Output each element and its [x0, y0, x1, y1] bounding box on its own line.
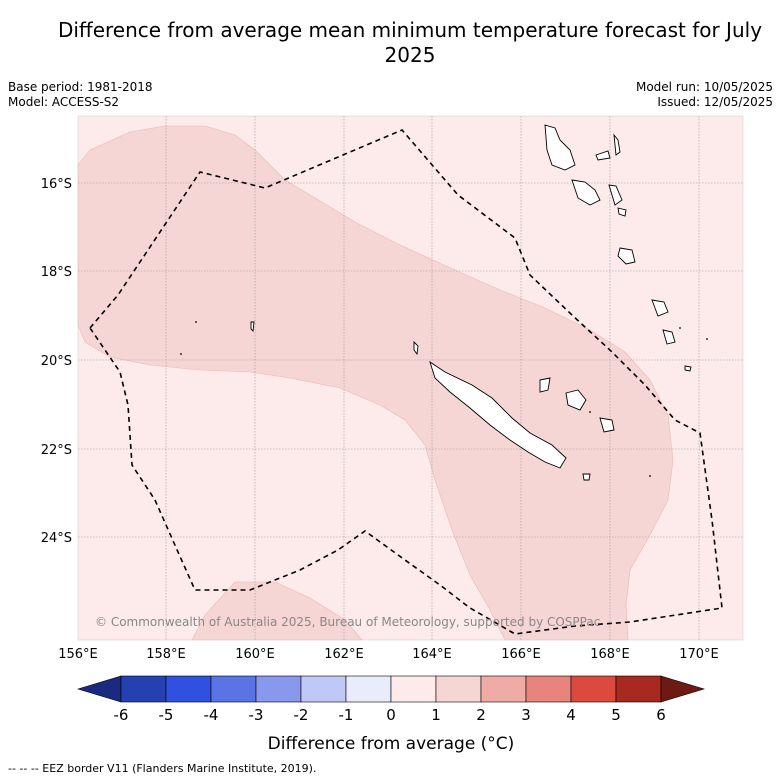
colorbar-swatch: [480, 675, 527, 703]
lon-label: 168°E: [590, 647, 630, 662]
erromango-island: [651, 299, 669, 317]
map-frame: [77, 115, 744, 641]
colorbar-tick: -1: [339, 706, 354, 724]
islet-dot: [679, 327, 681, 329]
colorbar-swatch: [300, 675, 347, 703]
efate-island: [617, 247, 636, 265]
islet-dot: [589, 411, 591, 413]
colorbar-tick: -6: [114, 706, 129, 724]
colorbar-label: Difference from average (°C): [268, 734, 515, 754]
colorbar-tick: 3: [521, 706, 531, 724]
lat-label: 20°S: [41, 354, 72, 369]
eez-legend-note: -- -- -- EEZ border V11 (Flanders Marine…: [8, 762, 317, 775]
eez-border: [88, 129, 723, 635]
aneityum-island: [684, 365, 692, 372]
colorbar-swatch: [390, 675, 437, 703]
anomaly-band-1-2: [77, 125, 674, 641]
ambae-island: [595, 150, 611, 161]
colorbar-tick: -5: [159, 706, 174, 724]
colorbar-swatch: [345, 675, 392, 703]
islet-dot: [195, 321, 197, 323]
colorbar-swatch: [120, 675, 167, 703]
metadata-right: Model run: 10/05/2025 Issued: 12/05/2025: [636, 80, 773, 110]
colorbar-tick: 0: [386, 706, 396, 724]
espiritu-santo-island: [544, 124, 576, 171]
base-period: Base period: 1981-2018: [8, 80, 153, 94]
new-caledonia-island: [429, 360, 567, 469]
colorbar-tick: 5: [611, 706, 621, 724]
islet-dot: [180, 353, 182, 355]
islet-dots: [180, 321, 708, 477]
colorbar-swatch: [615, 675, 662, 703]
colorbar-swatch: [255, 675, 302, 703]
lifou-island: [565, 389, 587, 411]
epi-island: [617, 207, 627, 217]
malekula-island: [571, 179, 601, 206]
model-run: Model run: 10/05/2025: [635, 80, 773, 94]
colorbar-extend-low: [76, 675, 122, 703]
colorbar-swatch: [165, 675, 212, 703]
lat-label: 22°S: [41, 443, 72, 458]
colorbar-tick: 2: [476, 706, 486, 724]
colorbar-tick: 1: [431, 706, 441, 724]
pentecost-island: [608, 184, 623, 206]
lon-label: 166°E: [501, 647, 541, 662]
lat-label: 16°S: [41, 177, 72, 192]
colorbar-swatch: [435, 675, 482, 703]
islet-dot: [706, 338, 708, 340]
mare-island: [599, 417, 615, 433]
graticule: [78, 116, 743, 640]
lon-label: 160°E: [235, 647, 275, 662]
chart-title: Difference from average mean minimum tem…: [57, 18, 763, 67]
chesterfield-islet: [250, 321, 255, 332]
model-name: Model: ACCESS-S2: [8, 95, 120, 109]
tanna-island: [662, 329, 676, 345]
lon-label: 158°E: [146, 647, 186, 662]
metadata-left: Base period: 1981-2018 Model: ACCESS-S2: [8, 80, 153, 110]
lon-label: 156°E: [58, 647, 98, 662]
colorbar-swatch: [210, 675, 257, 703]
colorbar-tick: 4: [566, 706, 576, 724]
maewo-island: [613, 133, 621, 156]
colorbar-tick: -3: [249, 706, 264, 724]
lon-label: 162°E: [324, 647, 364, 662]
colorbar: [76, 675, 706, 703]
issued-date: Issued: 12/05/2025: [657, 95, 773, 109]
colorbar-tick: -2: [294, 706, 309, 724]
colorbar-swatch: [570, 675, 617, 703]
colorbar-extend-high: [660, 675, 706, 703]
copyright-notice: © Commonwealth of Australia 2025, Bureau…: [95, 615, 600, 629]
belep-islands: [413, 340, 419, 356]
colorbar-tick: -4: [204, 706, 219, 724]
coastlines: [250, 124, 692, 481]
lon-label: 164°E: [412, 647, 452, 662]
lon-label: 170°E: [679, 647, 719, 662]
colorbar-tick: 6: [656, 706, 666, 724]
isle-of-pines: [582, 473, 591, 481]
ouvea-island: [539, 377, 551, 393]
islet-dot: [649, 475, 651, 477]
anomaly-band-1-2-south: [191, 581, 363, 641]
lat-label: 24°S: [41, 531, 72, 546]
colorbar-swatch: [525, 675, 572, 703]
lat-label: 18°S: [41, 265, 72, 280]
